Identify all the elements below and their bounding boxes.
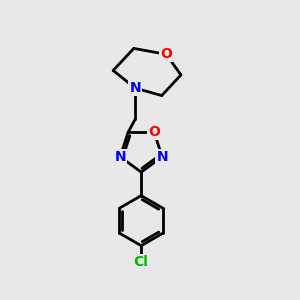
Text: N: N (156, 150, 168, 164)
Text: Cl: Cl (134, 255, 148, 269)
Text: O: O (148, 125, 160, 139)
Text: N: N (114, 150, 126, 164)
Text: O: O (160, 47, 172, 61)
Text: N: N (130, 81, 141, 95)
